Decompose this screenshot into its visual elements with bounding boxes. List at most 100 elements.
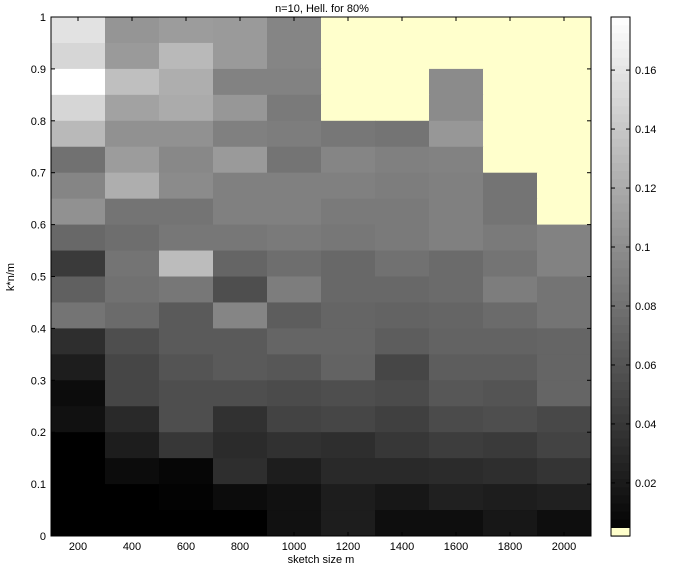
heatmap-cell <box>321 94 376 122</box>
heatmap-cell <box>375 484 430 511</box>
heatmap-cell <box>267 94 322 122</box>
heatmap-cell <box>483 380 538 407</box>
heatmap-cell <box>537 302 592 329</box>
heatmap-cell <box>267 484 322 511</box>
y-tick-label: 0.1 <box>31 479 46 491</box>
heatmap-cell <box>213 406 268 433</box>
colorbar-band <box>611 41 630 51</box>
colorbar-band <box>611 487 630 497</box>
heatmap-cell <box>159 380 214 407</box>
heatmap-cell <box>537 198 592 226</box>
colorbar-band <box>611 154 630 164</box>
heatmap-cell <box>51 406 106 433</box>
heatmap-cell <box>483 354 538 381</box>
heatmap-cell <box>483 432 538 459</box>
heatmap-cell <box>267 458 322 485</box>
heatmap-cell <box>375 68 430 96</box>
heatmap-cell <box>375 276 430 303</box>
heatmap-cell <box>321 484 376 511</box>
colorbar-band <box>611 390 630 399</box>
heatmap-cell <box>483 302 538 329</box>
heatmap-cell <box>321 120 376 148</box>
heatmap-cell <box>267 198 322 226</box>
heatmap-cell <box>213 198 268 226</box>
heatmap-cell <box>213 354 268 381</box>
y-tick-label: 0.4 <box>31 323 46 335</box>
heatmap-cell <box>213 328 268 355</box>
heatmap-cells <box>51 17 592 537</box>
heatmap-cell <box>537 354 592 381</box>
heatmap-cell <box>429 120 484 148</box>
heatmap-cell <box>375 42 430 70</box>
heatmap-cell <box>159 458 214 485</box>
colorbar-band <box>611 98 630 107</box>
heatmap-cell <box>51 302 106 329</box>
y-axis-label: k*n/m <box>5 263 17 291</box>
heatmap-cell <box>483 198 538 226</box>
heatmap-cell <box>375 354 430 381</box>
colorbar-band <box>611 268 630 278</box>
heatmap-cell <box>105 302 160 329</box>
heatmap-cell <box>213 94 268 122</box>
colorbar-band <box>611 244 630 253</box>
colorbar-band <box>611 463 630 472</box>
colorbar-band <box>611 357 630 367</box>
y-tick-label: 0.3 <box>31 375 46 387</box>
heatmap-cell <box>51 172 106 200</box>
colorbar-tick-label: 0.1 <box>635 242 650 254</box>
colorbar-band <box>611 292 630 302</box>
heatmap-cell <box>537 224 592 252</box>
heatmap-cell <box>105 198 160 226</box>
y-tick-label: 0.7 <box>31 168 46 180</box>
colorbar-band <box>611 365 630 375</box>
colorbar-band <box>611 73 630 83</box>
colorbar-band <box>611 219 630 229</box>
heatmap-cell <box>375 120 430 148</box>
heatmap-cell <box>375 146 430 174</box>
heatmap-cell <box>429 484 484 511</box>
colorbar-band <box>611 471 630 480</box>
heatmap-cell <box>429 17 484 44</box>
heatmap-cell <box>159 276 214 303</box>
colorbar-band <box>611 325 630 334</box>
heatmap-cell <box>429 276 484 303</box>
heatmap-cell <box>51 354 106 381</box>
heatmap-cell <box>375 172 430 200</box>
heatmap-cell <box>483 17 538 44</box>
heatmap-cell <box>213 432 268 459</box>
heatmap-cell <box>537 380 592 407</box>
heatmap-cell <box>321 354 376 381</box>
heatmap-cell <box>213 120 268 148</box>
heatmap-cell <box>267 250 322 277</box>
colorbar-band <box>611 511 630 521</box>
heatmap-cell <box>375 432 430 459</box>
x-tick-label: 600 <box>177 541 195 553</box>
colorbar-band <box>611 381 630 391</box>
heatmap-cell <box>159 302 214 329</box>
heatmap-cell <box>537 120 592 148</box>
heatmap-cell <box>537 328 592 355</box>
heatmap-cell <box>159 68 214 96</box>
heatmap-cell <box>375 406 430 433</box>
heatmap-cell <box>105 354 160 381</box>
heatmap-cell <box>375 250 430 277</box>
colorbar-band <box>611 422 630 432</box>
heatmap-cell <box>159 328 214 355</box>
heatmap-cell <box>321 458 376 485</box>
x-axis-label: sketch size m <box>288 554 355 566</box>
heatmap-cell <box>537 406 592 433</box>
heatmap-cell <box>483 406 538 433</box>
heatmap-cell <box>105 380 160 407</box>
x-tick-label: 1400 <box>390 541 414 553</box>
heatmap-cell <box>159 94 214 122</box>
heatmap-cell <box>429 198 484 226</box>
x-tick-label: 1000 <box>282 541 306 553</box>
heatmap-cell <box>51 94 106 122</box>
colorbar-band <box>611 17 630 26</box>
heatmap-cell <box>537 146 592 174</box>
heatmap-cell <box>159 42 214 70</box>
heatmap-cell <box>483 458 538 485</box>
heatmap-cell <box>537 484 592 511</box>
heatmap-cell <box>429 406 484 433</box>
colorbar-band <box>611 519 630 529</box>
